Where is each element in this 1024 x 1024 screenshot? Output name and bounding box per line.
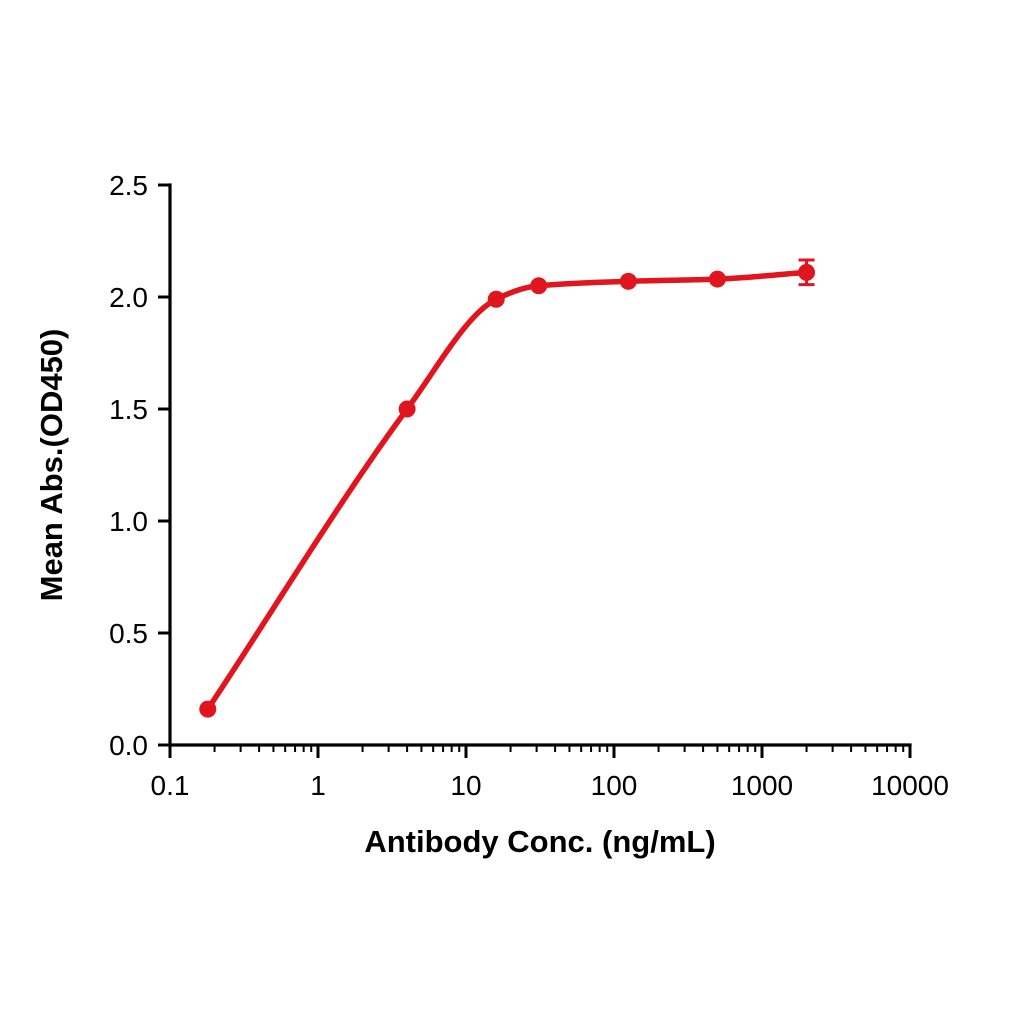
x-tick-label: 1000 <box>731 770 793 801</box>
data-point <box>487 290 505 308</box>
x-axis-label: Antibody Conc. (ng/mL) <box>364 824 715 859</box>
y-tick-label: 0.5 <box>109 618 148 649</box>
y-tick-label: 2.0 <box>109 282 148 313</box>
data-point <box>798 263 816 281</box>
tick-labels: 0.0 0.5 1.0 1.5 2.0 2.5 0.1 1 10 100 1000 10000 <box>109 170 949 801</box>
y-tick-label: 2.5 <box>109 170 148 201</box>
data-point <box>708 270 726 288</box>
y-tick-label: 0.0 <box>109 730 148 761</box>
y-axis-label: Mean Abs.(OD450) <box>34 329 69 602</box>
data-point <box>398 400 416 418</box>
x-tick-label: 10000 <box>871 770 949 801</box>
axes-layer <box>168 183 912 747</box>
y-tick-label: 1.0 <box>109 506 148 537</box>
data-series <box>199 258 816 718</box>
tick-marks <box>158 183 912 758</box>
x-tick-label: 10 <box>450 770 481 801</box>
fit-curve <box>205 269 810 712</box>
data-point <box>199 700 217 718</box>
x-tick-label: 100 <box>591 770 638 801</box>
x-tick-label: 1 <box>310 770 326 801</box>
x-tick-label: 0.1 <box>151 770 190 801</box>
data-point <box>619 272 637 290</box>
y-tick-label: 1.5 <box>109 394 148 425</box>
data-point <box>530 277 548 295</box>
